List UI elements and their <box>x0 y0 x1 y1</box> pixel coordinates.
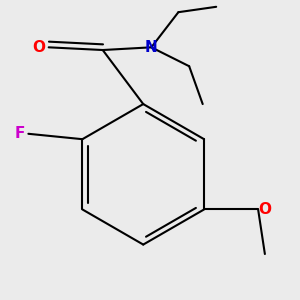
Text: O: O <box>258 202 272 217</box>
Text: O: O <box>33 40 46 55</box>
Text: F: F <box>15 126 26 141</box>
Text: N: N <box>145 40 158 55</box>
